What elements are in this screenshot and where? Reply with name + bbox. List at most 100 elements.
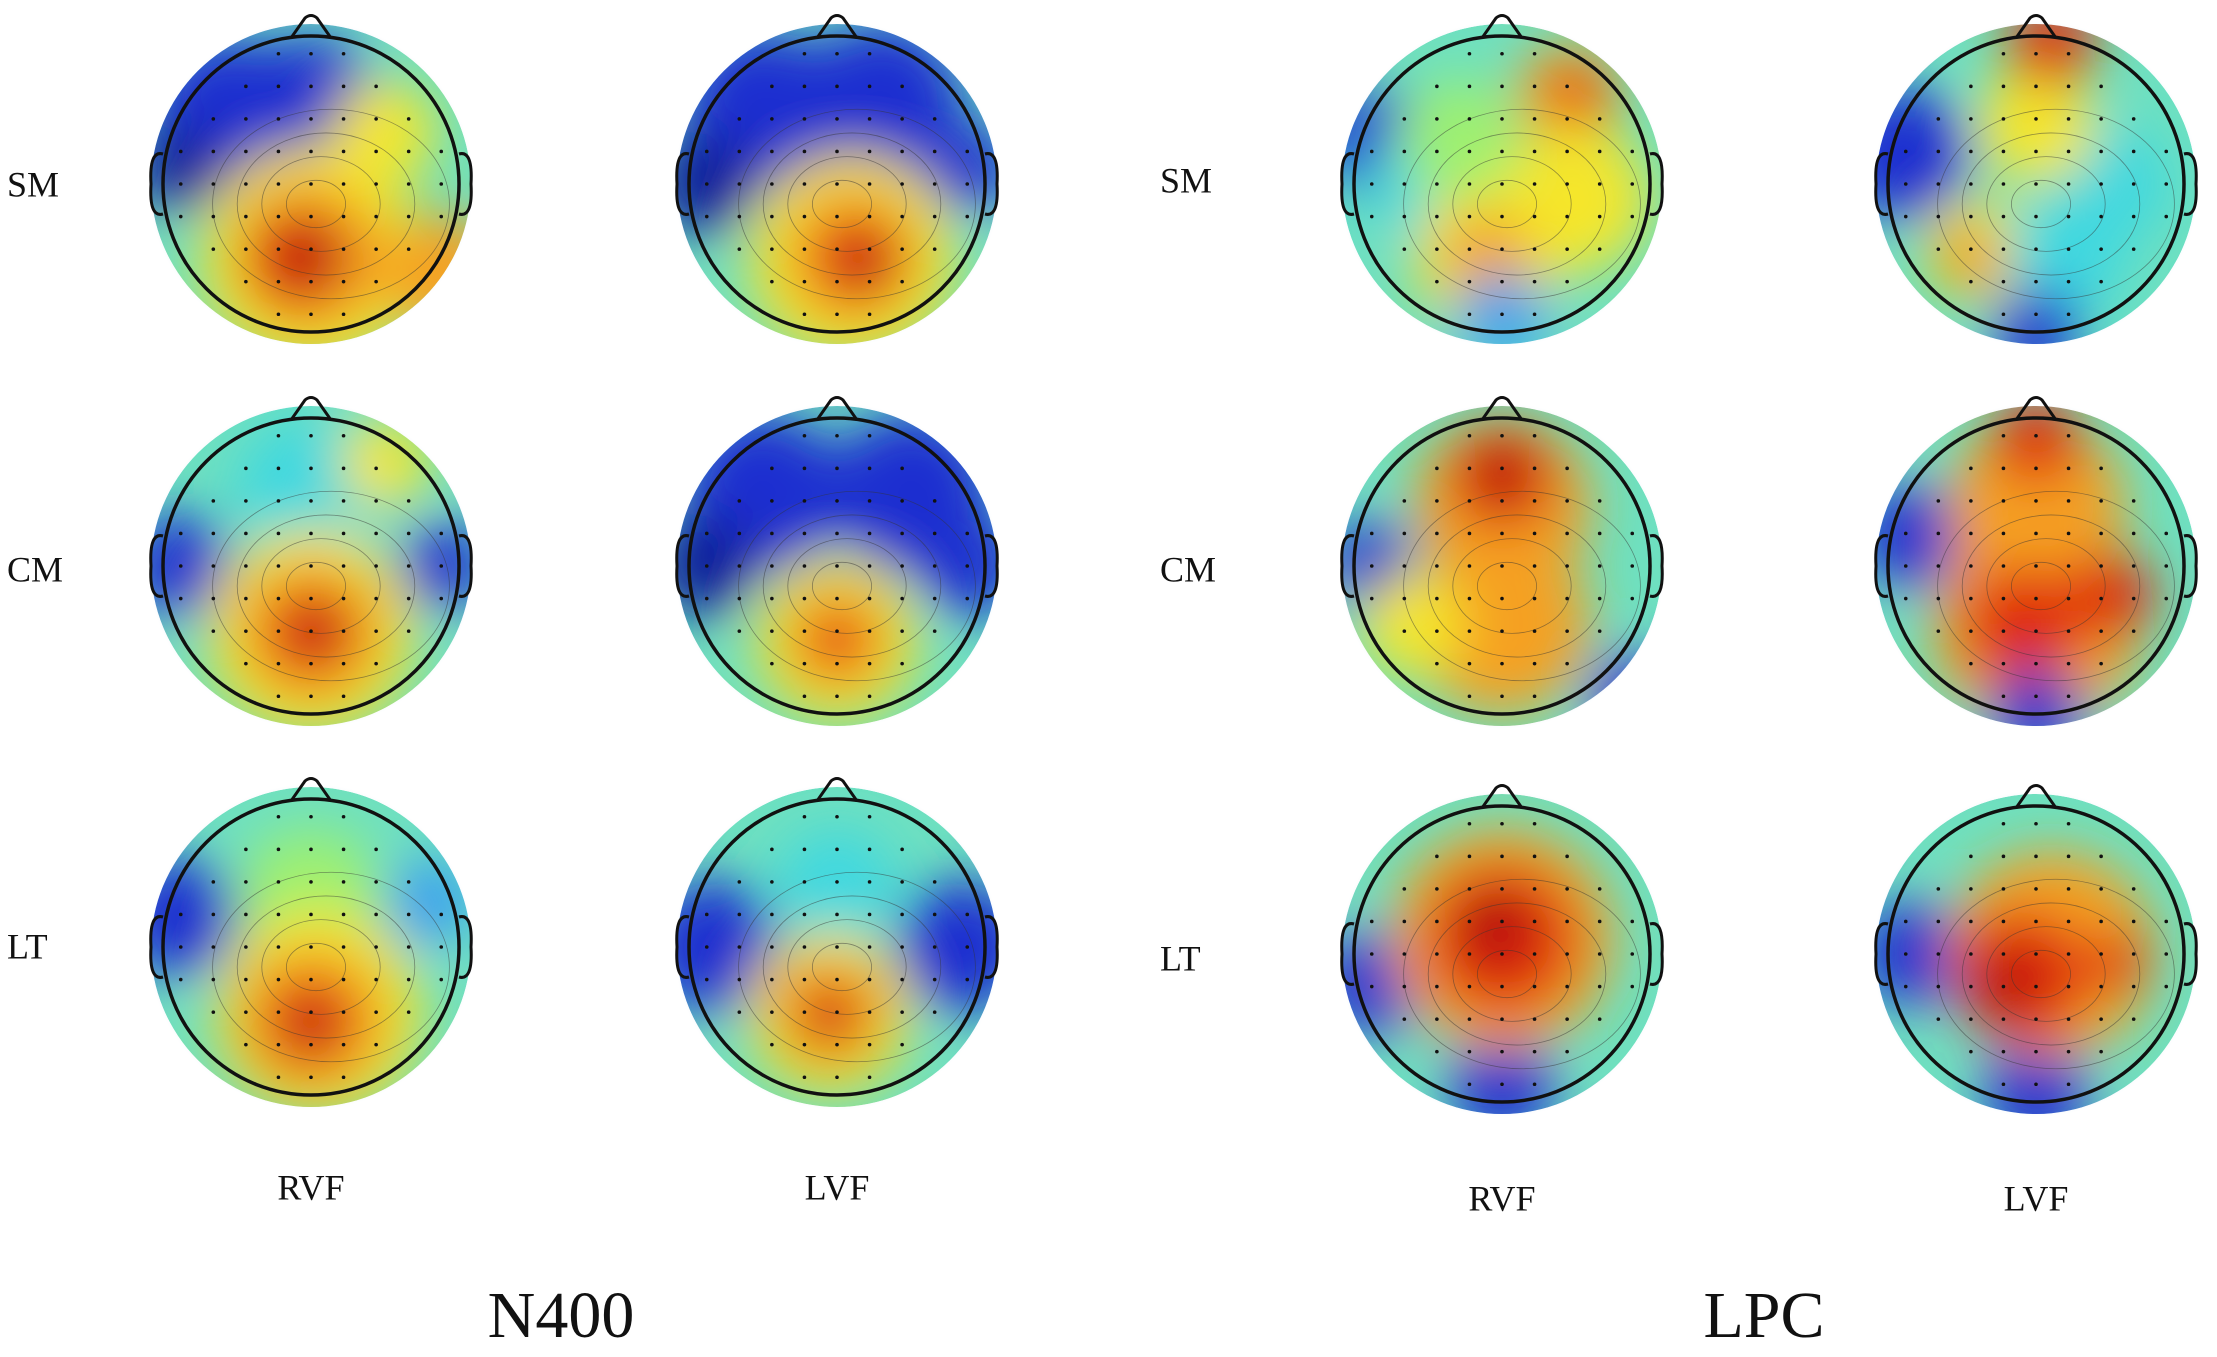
electrode [244, 214, 248, 219]
electrode [374, 945, 378, 949]
electrode [309, 433, 313, 438]
electrode [1532, 564, 1537, 568]
electrode [802, 1010, 807, 1014]
electrode [1532, 919, 1537, 924]
electrode [244, 945, 248, 949]
head-outline [161, 34, 461, 334]
electrode [1532, 984, 1537, 989]
electrode [276, 564, 281, 568]
electrode [1500, 1049, 1504, 1054]
electrode [309, 214, 313, 219]
electrode [1969, 531, 1973, 536]
panel-title: LPC [1703, 1279, 1824, 1352]
electrode [867, 466, 872, 471]
nose [2014, 14, 2058, 39]
activity-blob [1361, 573, 1465, 677]
electrode [835, 433, 839, 438]
electrode [835, 596, 839, 601]
electrode [1565, 661, 1569, 666]
electrode [867, 182, 872, 186]
electrode [1435, 182, 1439, 186]
electrode [2034, 214, 2038, 219]
nose [1480, 14, 1524, 39]
electrode [1597, 182, 1602, 186]
contour-line [1403, 108, 1641, 300]
topomap [151, 787, 471, 1107]
activity-blob [1413, 536, 1591, 714]
electrode [2099, 1049, 2103, 1054]
head-outline [1352, 804, 1652, 1104]
electrode [309, 945, 313, 949]
electrode [1402, 919, 1407, 924]
electrode [737, 945, 742, 949]
electrode [1903, 919, 1908, 924]
contour-line [2011, 949, 2072, 999]
electrode [1467, 117, 1472, 121]
electrode [802, 433, 807, 438]
electrode [2099, 466, 2103, 471]
electrode [1435, 596, 1439, 601]
electrode [1969, 919, 1973, 924]
topomap-blobs [151, 36, 471, 344]
electrode [1500, 84, 1504, 89]
electrode [737, 531, 742, 536]
contour-line [2011, 179, 2072, 229]
row-label: SM [1160, 160, 1212, 200]
electrode [341, 182, 346, 186]
electrode [737, 1010, 742, 1014]
electrode [276, 466, 281, 471]
topomap-blobs [151, 828, 471, 1107]
electrode [1435, 854, 1439, 859]
electrode [309, 51, 313, 56]
electrode [276, 84, 281, 89]
contour-line [738, 108, 976, 300]
electrode [244, 880, 248, 884]
electrode [2066, 694, 2071, 699]
electrode [374, 912, 378, 917]
activity-blob [399, 521, 471, 611]
electrode [2099, 952, 2103, 956]
electrode [1467, 312, 1472, 317]
electrode [178, 182, 183, 186]
electrode [244, 847, 248, 852]
electrode [406, 564, 411, 568]
electrode [309, 977, 313, 982]
electrode [2034, 312, 2038, 317]
topomap [677, 787, 997, 1107]
electrode [900, 466, 904, 471]
electrode [341, 596, 346, 601]
electrode [1402, 214, 1407, 219]
electrode [1435, 887, 1439, 891]
electrode [1500, 182, 1504, 186]
electrode [439, 182, 444, 186]
ear [1649, 922, 1664, 986]
electrode [1435, 1017, 1439, 1021]
electrode [1500, 629, 1504, 633]
electrode [374, 596, 378, 601]
electrode [406, 1010, 411, 1014]
electrode [1500, 312, 1504, 317]
electrode [900, 279, 904, 284]
electrode [211, 149, 216, 154]
electrode [835, 214, 839, 219]
electrode [178, 531, 183, 536]
electrode [802, 912, 807, 917]
electrode [900, 629, 904, 633]
electrode [2099, 499, 2103, 503]
electrode [244, 247, 248, 251]
topomap [151, 24, 471, 344]
electrode [900, 661, 904, 666]
electrode [1903, 214, 1908, 219]
ear [984, 915, 999, 979]
row-label: LT [7, 926, 48, 966]
electrode [1597, 919, 1602, 924]
electrode [1969, 1049, 1973, 1054]
head-outline [161, 416, 461, 716]
electrode [900, 880, 904, 884]
topomap-blobs [677, 24, 997, 344]
electrode [406, 117, 411, 121]
electrode [1467, 466, 1472, 471]
electrode [867, 564, 872, 568]
electrode [1936, 952, 1941, 956]
electrode [802, 149, 807, 154]
